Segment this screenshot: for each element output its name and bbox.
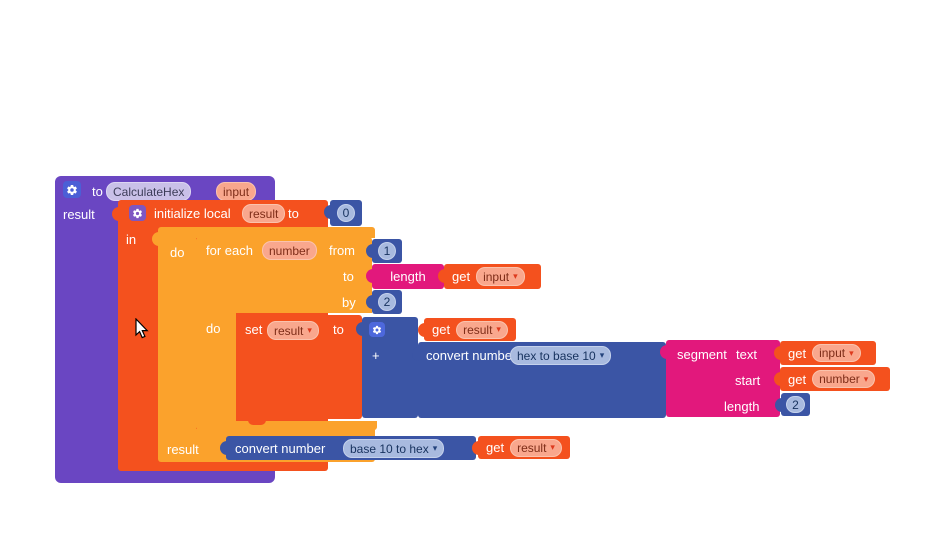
segment-length-label: length — [724, 399, 760, 414]
number-value-block[interactable]: 0 — [324, 200, 362, 226]
gear-glyph — [67, 184, 77, 195]
dropdown-arrow-icon: ▾ — [550, 442, 555, 452]
do-result-left-column[interactable]: do — [158, 238, 196, 435]
do-label: do — [170, 245, 185, 260]
segment-start-label: start — [735, 373, 761, 388]
get-result-block[interactable]: get result ▾ — [418, 318, 516, 341]
do-result-block[interactable] — [152, 227, 375, 246]
get-input-block[interactable]: get input ▾ — [774, 341, 876, 365]
length-label: length — [390, 269, 426, 284]
for-each-block[interactable]: for each number from to by — [196, 237, 372, 313]
init-in-label: in — [126, 232, 137, 247]
get-result-block[interactable]: get result ▾ — [472, 436, 570, 459]
convert-mode-dropdown[interactable]: hex to base 10 ▾ — [510, 346, 612, 365]
to-label: to — [343, 269, 354, 284]
gear-glyph — [372, 325, 382, 334]
length-block[interactable]: length — [366, 264, 444, 289]
procedure-result-label: result — [63, 207, 95, 222]
set-label: set — [245, 322, 263, 337]
get-number-block[interactable]: get number ▾ — [774, 367, 890, 391]
dropdown-arrow-icon: ▾ — [496, 324, 501, 334]
get-label: get — [788, 345, 807, 361]
dropdown-arrow-icon: ▾ — [307, 325, 312, 335]
number-value-block[interactable]: 2 — [366, 290, 402, 314]
local-var-pill[interactable]: result — [242, 204, 286, 223]
segment-label: segment — [677, 347, 727, 362]
var-dropdown-pill[interactable]: number ▾ — [812, 370, 876, 388]
number-value-block[interactable]: 1 — [366, 239, 402, 263]
get-label: get — [788, 371, 807, 387]
dropdown-arrow-icon: ▾ — [863, 373, 869, 384]
convert-number-label: convert number — [426, 348, 517, 363]
do-result-result-label: result — [167, 442, 199, 457]
number-field[interactable]: 1 — [377, 242, 397, 260]
dropdown-arrow-icon: ▾ — [513, 271, 518, 281]
dropdown-arrow-icon: ▾ — [599, 350, 605, 360]
segment-block[interactable]: segment text start length — [660, 340, 780, 417]
number-field[interactable]: 2 — [377, 293, 397, 311]
segment-text-label: text — [736, 347, 757, 362]
var-dropdown-pill[interactable]: result ▾ — [267, 321, 319, 340]
dropdown-arrow-icon: ▾ — [849, 347, 854, 358]
procedure-to-label: to — [92, 184, 103, 199]
procedure-name-pill[interactable]: CalculateHex — [106, 182, 192, 201]
convert-number-block[interactable]: convert number base 10 to hex ▾ — [220, 436, 476, 460]
from-label: from — [329, 243, 355, 258]
set-variable-block[interactable]: set result ▾ to — [237, 315, 362, 425]
init-to-label: to — [288, 206, 299, 221]
for-each-label: for each — [206, 243, 253, 258]
gear-icon[interactable] — [369, 322, 385, 337]
gear-glyph — [133, 208, 142, 218]
convert-mode-dropdown[interactable]: base 10 to hex ▾ — [343, 439, 445, 458]
for-each-do-label: do — [206, 321, 221, 336]
plus-operator-label: + — [372, 348, 380, 363]
procedure-param-pill[interactable]: input — [216, 182, 257, 201]
gear-icon[interactable] — [129, 205, 146, 221]
number-value-block[interactable]: 2 — [775, 393, 810, 416]
convert-number-label: convert number — [235, 441, 326, 456]
number-field[interactable]: 2 — [786, 396, 805, 413]
gear-icon[interactable] — [63, 181, 81, 198]
get-label: get — [452, 269, 471, 284]
var-dropdown-pill[interactable]: result ▾ — [510, 438, 562, 457]
mouse-cursor-icon — [135, 318, 149, 339]
init-local-label: initialize local — [154, 206, 231, 221]
dropdown-arrow-icon: ▾ — [432, 443, 438, 453]
convert-number-block[interactable]: convert number hex to base 10 ▾ — [412, 342, 666, 418]
for-each-bottom[interactable] — [196, 421, 377, 430]
math-plus-block[interactable]: + — [356, 317, 418, 418]
get-label: get — [432, 322, 451, 337]
set-to-label: to — [333, 322, 344, 337]
number-field[interactable]: 0 — [336, 204, 356, 222]
loop-var-pill[interactable]: number — [262, 241, 317, 260]
get-label: get — [486, 440, 505, 455]
var-dropdown-pill[interactable]: input ▾ — [812, 344, 861, 362]
var-dropdown-pill[interactable]: input ▾ — [476, 267, 525, 286]
by-label: by — [342, 295, 356, 310]
get-input-block[interactable]: get input ▾ — [438, 264, 541, 289]
for-each-left-column[interactable]: do — [196, 313, 236, 421]
var-dropdown-pill[interactable]: result ▾ — [456, 320, 508, 339]
